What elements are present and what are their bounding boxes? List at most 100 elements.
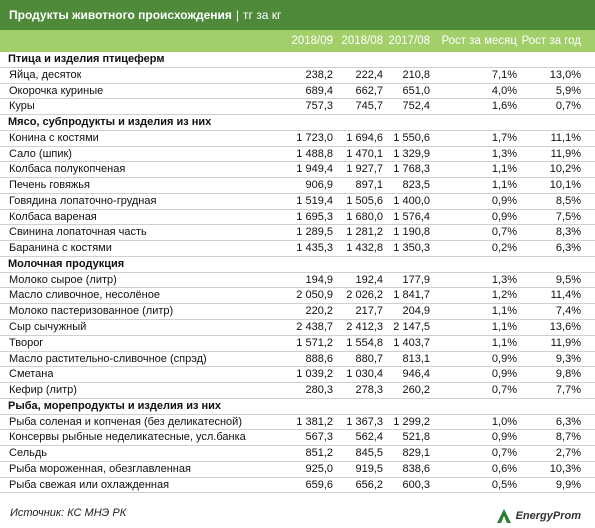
value-2017-08: 1 400,0 — [393, 194, 430, 207]
year-growth: 9,9% — [555, 478, 581, 491]
product-name: Колбаса полукопченая — [9, 163, 126, 176]
month-growth: 1,6% — [491, 100, 517, 113]
product-name: Молоко пастеризованное (литр) — [9, 305, 174, 318]
month-growth: 0,2% — [491, 242, 517, 255]
year-growth: 11,9% — [550, 147, 581, 160]
month-growth: 4,0% — [491, 84, 517, 97]
table-row: Сыр сычужный 2 438,7 2 412,3 2 147,5 1,1% 13,… — [0, 320, 595, 336]
value-2018-08: 845,5 — [355, 447, 383, 460]
year-growth: 9,8% — [555, 368, 581, 381]
value-2017-08: 823,5 — [402, 179, 430, 192]
table-row: Яйца, десяток 238,2 222,4 210,8 7,1% 13,0% — [0, 68, 595, 84]
product-name: Рыба свежая или охлажденная — [9, 478, 170, 491]
value-2017-08: 1 841,7 — [393, 289, 430, 302]
value-2018-08: 1 470,1 — [346, 147, 383, 160]
year-growth: 5,9% — [555, 84, 581, 97]
table-row: Масло сливочное, несолёное 2 050,9 2 026,2… — [0, 288, 595, 305]
month-growth: 7,1% — [491, 68, 517, 81]
value-2018-09: 1 381,2 — [296, 415, 333, 428]
product-name: Консервы рыбные неделикатесные, усл.банк… — [9, 431, 246, 444]
column-header-2018-09: 2018/09 — [291, 35, 333, 47]
value-2018-08: 192,4 — [355, 273, 383, 286]
value-2017-08: 1 550,6 — [393, 131, 430, 144]
section-title: Рыба, морепродукты и изделия из них — [8, 399, 222, 412]
table-row: Сельдь 851,2 845,5 829,1 0,7% 2,7% — [0, 446, 595, 462]
footer: Источник: КС МНЭ РК EnergyProm — [0, 503, 595, 528]
product-name: Окорочка куриные — [9, 84, 104, 97]
product-name: Говядина лопаточно-грудная — [9, 194, 157, 207]
value-2018-09: 2 050,9 — [296, 289, 333, 302]
product-name: Сало (шпик) — [9, 147, 72, 160]
year-growth: 11,4% — [550, 289, 581, 302]
product-name: Конина с костями — [9, 131, 99, 144]
product-name: Сыр сычужный — [9, 321, 87, 334]
year-growth: 13,0% — [549, 68, 581, 81]
table-row: Рыба мороженная, обезглавленная 925,0 919,… — [0, 462, 595, 478]
month-growth: 0,5% — [491, 478, 517, 491]
value-2018-08: 1 927,7 — [346, 163, 383, 176]
value-2018-09: 1 289,5 — [296, 226, 333, 239]
month-growth: 1,7% — [491, 131, 517, 144]
value-2018-09: 238,2 — [305, 68, 333, 81]
value-2017-08: 1 403,7 — [393, 336, 430, 349]
value-2018-09: 194,9 — [305, 273, 333, 286]
table-row: Печень говяжья 906,9 897,1 823,5 1,1% 10,1% — [0, 178, 595, 194]
value-2018-08: 1 432,8 — [346, 242, 383, 255]
table-row: Рыба свежая или охлажденная 659,6 656,2 600… — [0, 478, 595, 494]
value-2018-09: 1 039,2 — [296, 368, 333, 381]
month-growth: 1,1% — [491, 305, 517, 318]
product-name: Масло растительно-сливочное (спрэд) — [9, 352, 207, 365]
value-2018-09: 851,2 — [305, 447, 333, 460]
value-2018-09: 1 571,2 — [296, 336, 333, 349]
table-row: Сметана 1 039,2 1 030,4 946,4 0,9% 9,8% — [0, 367, 595, 384]
year-growth: 8,7% — [555, 431, 581, 444]
table-title: Продукты животного происхождения | тг за к… — [0, 0, 595, 30]
month-growth: 1,0% — [491, 415, 517, 428]
value-2018-09: 1 695,3 — [296, 210, 333, 223]
table-row: Свинина лопаточная часть 1 289,5 1 281,2 1 … — [0, 225, 595, 242]
product-name: Рыба соленая и копченая (без деликатесно… — [9, 415, 242, 428]
product-name: Куры — [9, 100, 35, 113]
section-title: Птица и изделия птицеферм — [8, 53, 165, 65]
month-growth: 1,1% — [491, 179, 517, 192]
value-2018-08: 278,3 — [355, 384, 383, 397]
value-2017-08: 651,0 — [402, 84, 430, 97]
section-title: Молочная продукция — [8, 257, 125, 270]
value-2018-08: 562,4 — [355, 431, 383, 444]
value-2018-08: 1 281,2 — [346, 226, 383, 239]
table-row: Говядина лопаточно-грудная 1 519,4 1 505,6… — [0, 194, 595, 210]
value-2017-08: 521,8 — [402, 431, 430, 444]
value-2018-08: 880,7 — [355, 352, 383, 365]
value-2018-08: 217,7 — [355, 305, 383, 318]
value-2018-09: 567,3 — [305, 431, 333, 444]
value-2017-08: 1 576,4 — [393, 210, 430, 223]
value-2018-08: 1 694,6 — [346, 131, 383, 144]
value-2018-09: 2 438,7 — [296, 321, 333, 334]
table-row: Сало (шпик) 1 488,8 1 470,1 1 329,9 1,3% 11,9… — [0, 147, 595, 163]
year-growth: 10,2% — [549, 163, 581, 176]
value-2018-09: 888,6 — [305, 352, 333, 365]
value-2018-09: 689,4 — [305, 84, 333, 97]
value-2017-08: 260,2 — [402, 384, 430, 397]
value-2018-09: 659,6 — [305, 478, 333, 491]
month-growth: 0,7% — [491, 447, 517, 460]
table-row: Колбаса полукопченая 1 949,4 1 927,7 1 768,… — [0, 162, 595, 179]
year-growth: 8,5% — [555, 194, 581, 207]
year-growth: 11,1% — [550, 131, 581, 144]
value-2018-08: 1 505,6 — [346, 194, 383, 207]
product-name: Баранина с костями — [9, 242, 112, 255]
value-2018-09: 1 949,4 — [296, 163, 333, 176]
value-2017-08: 1 768,3 — [393, 163, 430, 176]
energyprom-logo: EnergyProm — [495, 506, 581, 526]
value-2018-09: 220,2 — [305, 305, 333, 318]
year-growth: 9,5% — [555, 273, 581, 286]
month-growth: 1,3% — [491, 147, 517, 160]
value-2018-08: 897,1 — [355, 179, 383, 192]
value-2018-08: 1 030,4 — [346, 368, 383, 381]
month-growth: 1,1% — [491, 321, 517, 334]
value-2018-08: 1 367,3 — [346, 415, 383, 428]
section-row: Рыба, морепродукты и изделия из них — [0, 399, 595, 415]
value-2018-09: 757,3 — [305, 100, 333, 113]
value-2018-09: 1 723,0 — [296, 131, 333, 144]
value-2018-08: 656,2 — [355, 478, 383, 491]
